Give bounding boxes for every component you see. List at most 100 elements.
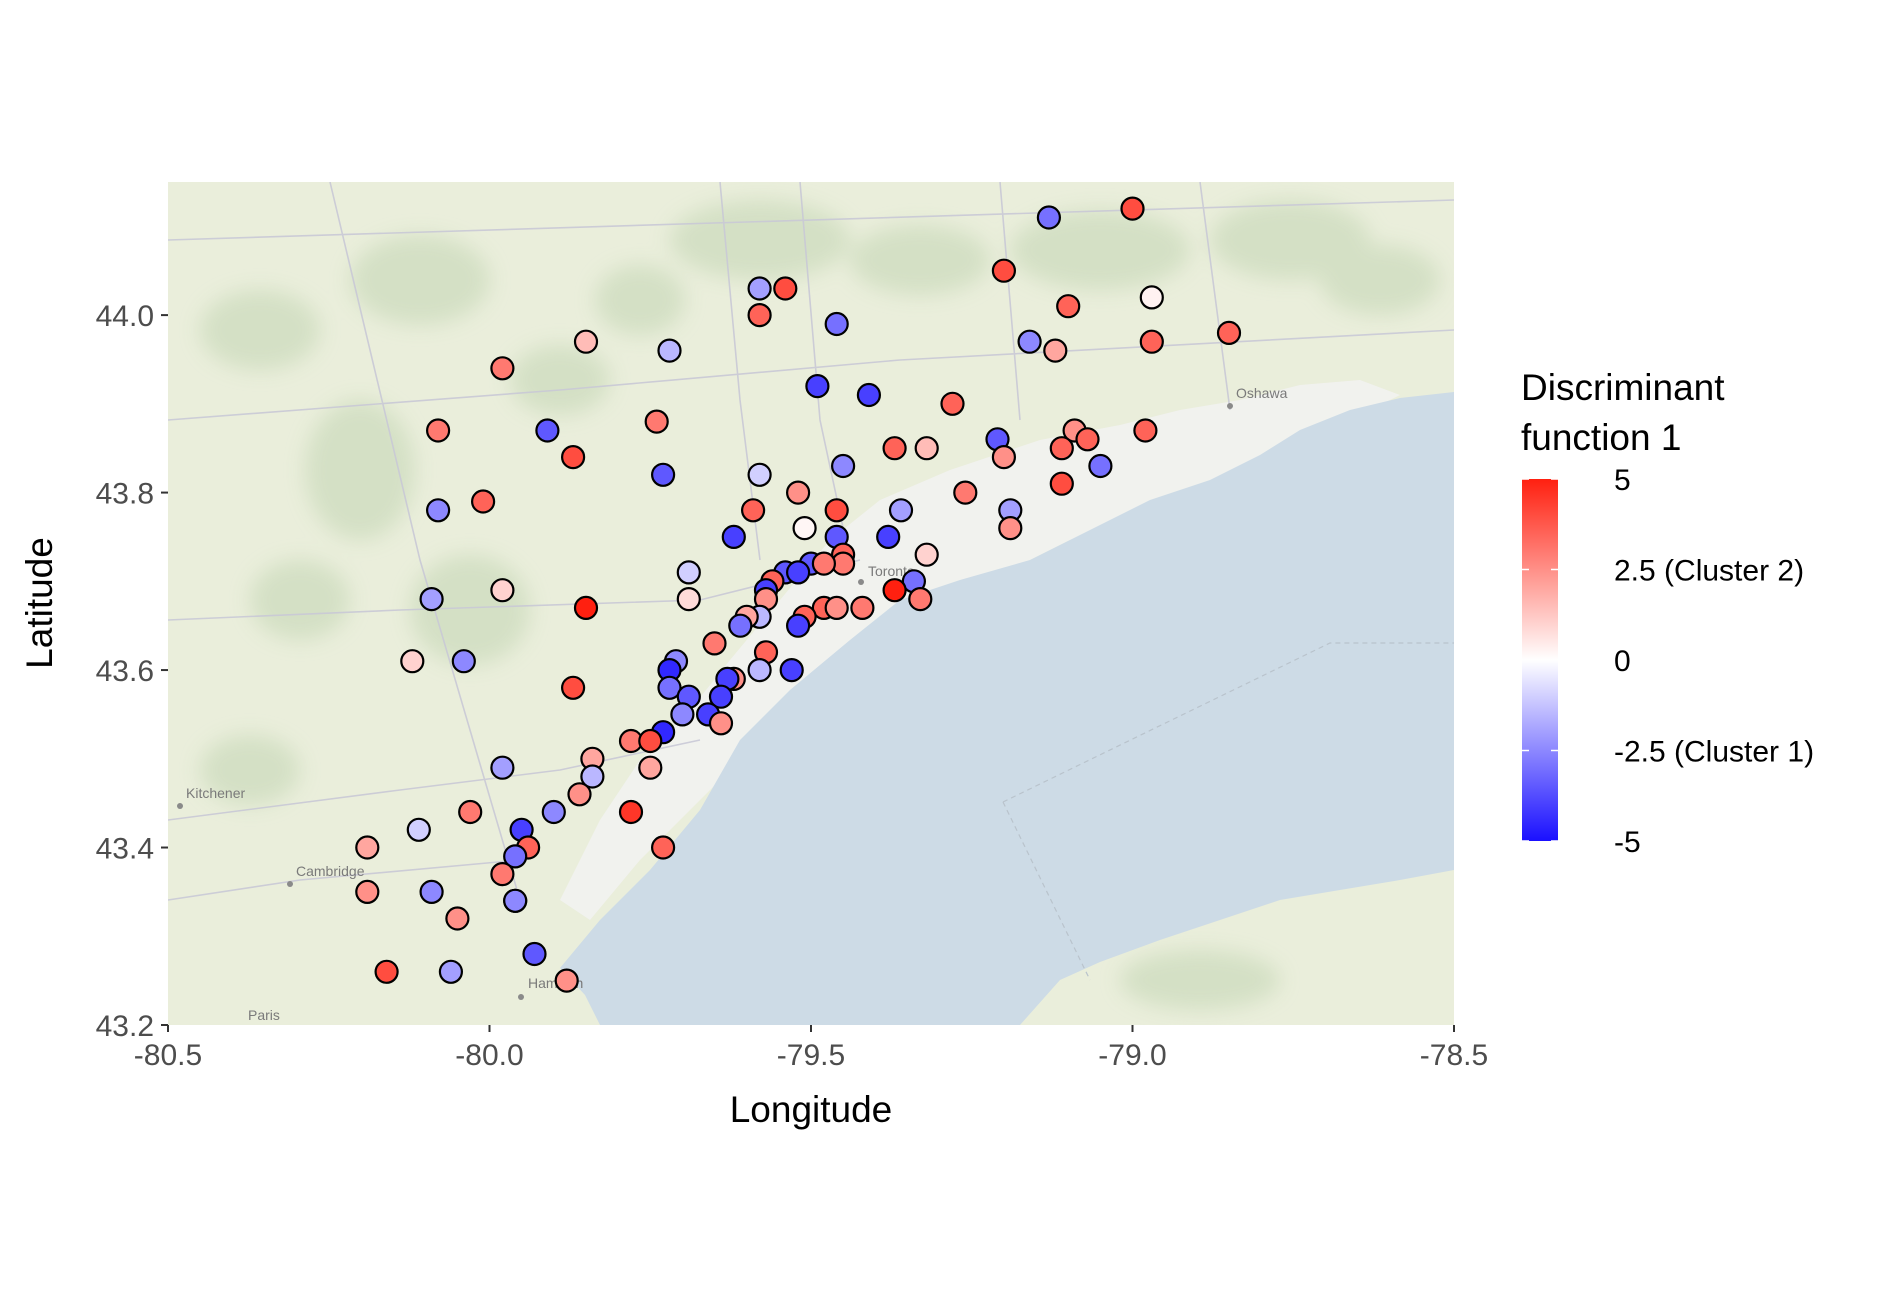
- data-point: [953, 480, 978, 505]
- data-point: [785, 560, 811, 585]
- data-point: [785, 613, 811, 638]
- place-label-toronto: Toronto: [868, 563, 915, 579]
- data-point: [567, 782, 592, 807]
- data-point: [419, 586, 444, 612]
- data-point: [650, 835, 676, 860]
- legend-label: -2.5 (Cluster 1): [1614, 736, 1814, 769]
- place-label-paris: Paris: [248, 1007, 280, 1023]
- data-point: [535, 418, 560, 443]
- data-point: [490, 755, 515, 780]
- data-point: [522, 941, 547, 967]
- data-point: [779, 657, 804, 683]
- data-point: [374, 959, 399, 984]
- data-point: [785, 480, 811, 505]
- data-point: [740, 498, 766, 523]
- data-point: [940, 391, 965, 416]
- data-point: [1049, 471, 1074, 496]
- data-point: [445, 906, 470, 931]
- data-point: [792, 515, 817, 541]
- basemap-water-boundary: [1002, 642, 1454, 981]
- data-point: [805, 374, 830, 399]
- data-point: [458, 799, 483, 825]
- data-point: [1049, 436, 1074, 461]
- basemap-roads: [168, 182, 1454, 901]
- data-point: [541, 799, 566, 825]
- data-point: [638, 728, 663, 754]
- data-point: [728, 613, 753, 638]
- data-point: [882, 436, 907, 461]
- data-point: [503, 888, 528, 913]
- data-point: [747, 276, 772, 301]
- data-point: [708, 711, 734, 736]
- data-point: [573, 329, 599, 354]
- data-points: [355, 196, 1242, 993]
- y-tick-label: 43.6: [96, 655, 154, 688]
- data-point: [824, 595, 849, 621]
- data-point: [426, 418, 451, 443]
- x-tick-label: -79.0: [1098, 1039, 1166, 1072]
- place-label-cambridge: Cambridge: [296, 863, 365, 879]
- basemap-lake-ontario: [560, 392, 1454, 1025]
- data-point: [490, 861, 515, 887]
- data-point: [560, 445, 586, 470]
- data-point: [998, 515, 1023, 541]
- data-point: [1133, 418, 1158, 443]
- data-point: [850, 595, 875, 621]
- data-point: [419, 879, 444, 905]
- data-point: [1088, 453, 1113, 479]
- data-point: [1043, 338, 1068, 363]
- data-point: [503, 844, 528, 869]
- data-point: [1056, 294, 1081, 319]
- y-axis-ticks: 43.2 43.4 43.6 43.8 44.0: [96, 300, 168, 1043]
- data-point: [856, 382, 882, 408]
- data-point: [573, 595, 599, 621]
- legend-title-line-1: Discriminant: [1521, 367, 1725, 408]
- y-axis: 43.2 43.4 43.6 43.8 44.0 Latitude: [19, 300, 168, 1043]
- data-point: [991, 445, 1017, 470]
- y-tick-label: 43.4: [96, 833, 154, 866]
- legend-title-line-2: function 1: [1521, 417, 1681, 458]
- data-point: [830, 453, 856, 479]
- data-point: [824, 498, 849, 523]
- data-point: [914, 436, 939, 461]
- y-tick-label: 43.2: [96, 1010, 154, 1043]
- data-point: [876, 524, 901, 550]
- data-point: [355, 879, 380, 905]
- data-point: [1075, 427, 1100, 452]
- data-point: [471, 489, 496, 514]
- data-point: [708, 684, 734, 709]
- data-point: [721, 524, 746, 550]
- x-tick-label: -78.5: [1420, 1039, 1488, 1072]
- basemap: Toronto Oshawa Kitchener Cambridge Hamil…: [168, 182, 1454, 1025]
- data-point: [406, 817, 431, 842]
- data-point: [991, 258, 1017, 283]
- y-axis-title: Latitude: [19, 537, 60, 669]
- place-label-kitchener: Kitchener: [186, 785, 245, 801]
- x-axis-ticks: -80.5 -80.0 -79.5 -79.0 -78.5: [134, 1025, 1488, 1072]
- data-point: [1036, 205, 1062, 230]
- data-point: [400, 649, 425, 674]
- data-point: [580, 764, 605, 789]
- data-point: [554, 968, 579, 993]
- data-point: [650, 462, 676, 487]
- data-point: [1139, 329, 1164, 354]
- data-point: [451, 649, 476, 674]
- data-point: [1120, 196, 1145, 221]
- data-point: [438, 959, 463, 984]
- data-point: [1139, 285, 1164, 310]
- data-point: [811, 551, 837, 576]
- data-point: [702, 631, 727, 656]
- x-tick-label: -79.5: [777, 1039, 845, 1072]
- data-point: [355, 835, 380, 860]
- data-point: [747, 462, 772, 487]
- y-tick-label: 43.8: [96, 478, 154, 511]
- legend-ticks: 5 2.5 (Cluster 2) 0 -2.5 (Cluster 1) -5: [1522, 464, 1814, 859]
- data-point: [644, 409, 669, 434]
- x-tick-label: -80.0: [455, 1039, 523, 1072]
- data-point: [1017, 329, 1042, 354]
- x-axis: -80.5 -80.0 -79.5 -79.0 -78.5 Longitude: [134, 1025, 1488, 1130]
- data-point: [670, 702, 695, 727]
- data-point: [888, 498, 914, 523]
- legend-label: -5: [1614, 826, 1641, 859]
